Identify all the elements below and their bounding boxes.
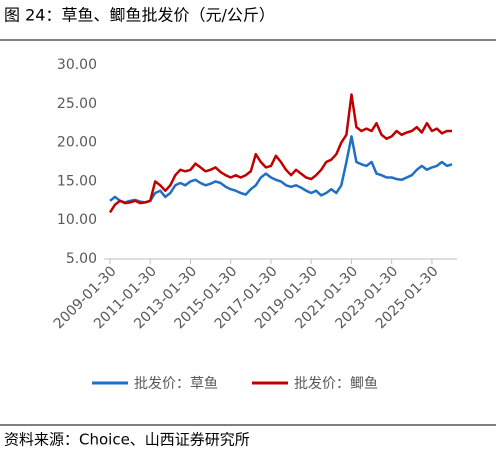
y-tick-label: 25.00 bbox=[57, 96, 97, 112]
y-tick-label: 20.00 bbox=[57, 135, 97, 151]
y-tick-label: 5.00 bbox=[66, 251, 97, 267]
series-line bbox=[109, 135, 453, 204]
source: 资料来源：Choice、山西证券研究所 bbox=[4, 431, 250, 449]
series-line bbox=[108, 93, 452, 214]
y-tick-label: 30.00 bbox=[57, 57, 97, 73]
chart-title: 图 24：草鱼、鲫鱼批发价（元/公斤） bbox=[4, 6, 275, 25]
y-tick-label: 10.00 bbox=[57, 212, 97, 228]
legend-label: 批发价：鲫鱼 bbox=[294, 375, 378, 392]
legend-label: 批发价：草鱼 bbox=[134, 375, 218, 392]
y-tick-label: 15.00 bbox=[57, 173, 97, 189]
